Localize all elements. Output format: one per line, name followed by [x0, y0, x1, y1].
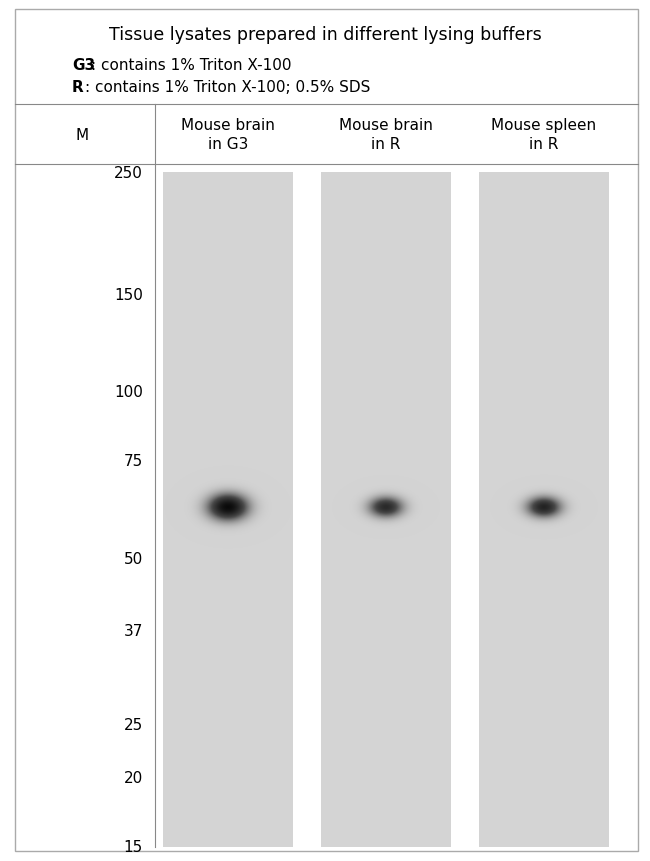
Bar — [479, 173, 609, 847]
Text: M: M — [75, 127, 88, 142]
Text: 15: 15 — [124, 839, 143, 854]
Text: 50: 50 — [124, 551, 143, 566]
Text: Mouse spleen
in R: Mouse spleen in R — [491, 118, 597, 152]
Text: 100: 100 — [114, 385, 143, 400]
Text: 25: 25 — [124, 717, 143, 732]
Text: 150: 150 — [114, 288, 143, 303]
Text: Tissue lysates prepared in different lysing buffers: Tissue lysates prepared in different lys… — [109, 26, 541, 44]
Text: 250: 250 — [114, 165, 143, 180]
Text: 75: 75 — [124, 454, 143, 469]
Text: R: R — [72, 79, 84, 95]
Text: 37: 37 — [124, 623, 143, 638]
Text: 20: 20 — [124, 771, 143, 785]
Text: : contains 1% Triton X-100: : contains 1% Triton X-100 — [91, 58, 291, 72]
Bar — [321, 173, 451, 847]
Text: Mouse brain
in G3: Mouse brain in G3 — [181, 118, 275, 152]
Text: Mouse brain
in R: Mouse brain in R — [339, 118, 433, 152]
Bar — [163, 173, 293, 847]
Text: : contains 1% Triton X-100; 0.5% SDS: : contains 1% Triton X-100; 0.5% SDS — [85, 79, 370, 95]
Text: G3: G3 — [72, 58, 95, 72]
